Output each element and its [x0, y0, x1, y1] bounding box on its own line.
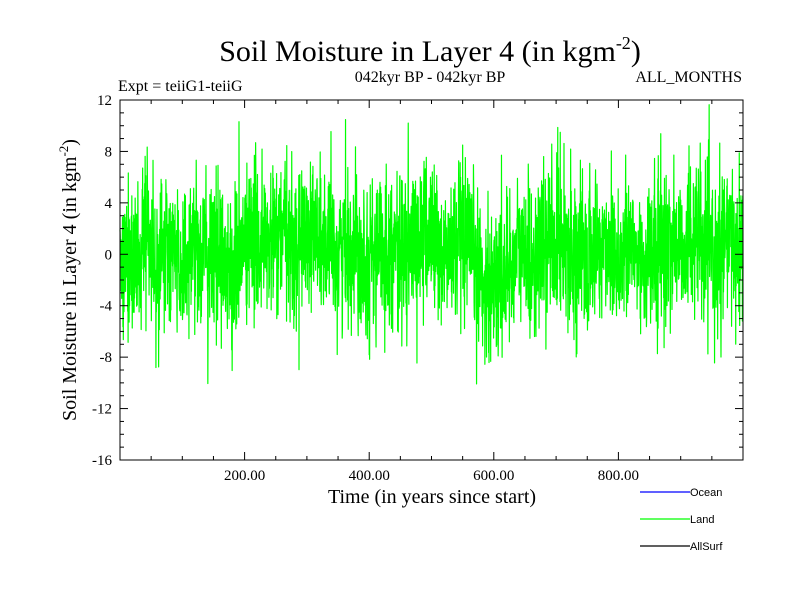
y-axis-label-superscript: -2: [56, 146, 71, 157]
y-axis-label-close: ): [59, 139, 81, 146]
tick-layer: 12 8 4 0 -4 -8 -12 -16 200.00 400.00 600.00 800.00: [92, 93, 743, 484]
series-line-land: [119, 104, 744, 385]
x-tick-label: 600.00: [473, 468, 514, 484]
y-tick-label: -8: [100, 350, 113, 366]
series-layer: [119, 104, 744, 385]
legend-label-allsurf: AllSurf: [690, 541, 723, 553]
y-tick-label: 0: [105, 247, 113, 263]
chart-title-main: Soil Moisture in Layer 4 (in kgm: [219, 35, 616, 68]
chart-title-close: ): [631, 35, 641, 68]
x-tick-label: 200.00: [224, 468, 265, 484]
legend: Ocean Land AllSurf: [640, 487, 723, 553]
x-tick-label: 400.00: [349, 468, 390, 484]
x-tick-label: 800.00: [598, 468, 639, 484]
y-axis-label: Soil Moisture in Layer 4 (in kgm-2): [56, 139, 81, 421]
chart-title-superscript: -2: [616, 33, 631, 53]
y-tick-label: -16: [92, 453, 112, 469]
y-tick-label: 8: [105, 144, 113, 160]
y-tick-label: 4: [105, 196, 113, 212]
legend-label-ocean: Ocean: [690, 487, 722, 499]
legend-label-land: Land: [690, 514, 714, 526]
y-axis-label-main: Soil Moisture in Layer 4 (in kgm: [59, 156, 81, 421]
y-tick-label: -4: [100, 299, 113, 315]
y-tick-label: -12: [92, 402, 112, 418]
period-label: 042kyr BP - 042kyr BP: [355, 69, 506, 86]
chart-title: Soil Moisture in Layer 4 (in kgm-2): [219, 33, 641, 68]
experiment-label: Expt = teiiG1-teiiG: [118, 78, 243, 95]
months-label: ALL_MONTHS: [635, 69, 742, 86]
y-tick-label: 12: [97, 93, 112, 109]
x-axis-label: Time (in years since start): [328, 486, 536, 508]
